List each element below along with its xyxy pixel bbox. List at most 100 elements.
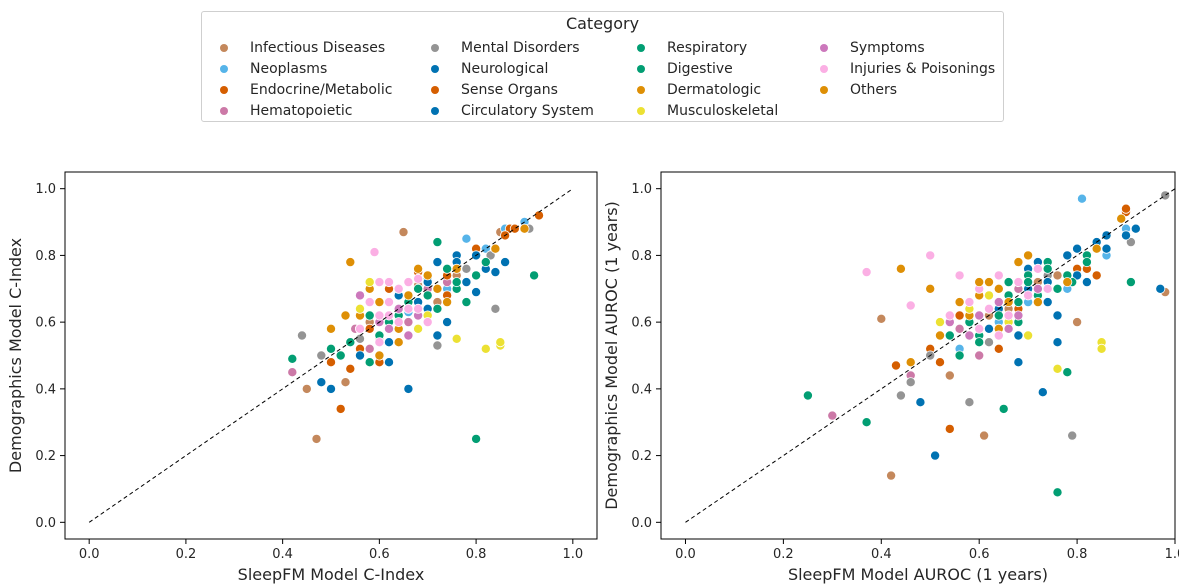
y-tick-label: 0.6 bbox=[35, 316, 56, 331]
data-point bbox=[993, 310, 1004, 321]
data-point bbox=[984, 303, 995, 314]
data-point bbox=[413, 273, 424, 284]
data-point bbox=[964, 397, 975, 408]
data-point bbox=[895, 263, 906, 274]
data-point bbox=[461, 233, 472, 244]
legend-marker bbox=[637, 44, 645, 52]
data-point bbox=[944, 310, 955, 321]
data-point bbox=[1013, 357, 1024, 368]
plot-frame bbox=[660, 171, 1176, 540]
x-tick-label: 0.2 bbox=[176, 547, 197, 562]
legend-label: Injuries & Poisonings bbox=[850, 61, 996, 77]
identity-line bbox=[88, 188, 574, 523]
legend-marker bbox=[820, 65, 828, 73]
data-point bbox=[471, 270, 482, 281]
legend-label: Neoplasms bbox=[250, 61, 328, 77]
data-point bbox=[1037, 387, 1048, 398]
data-point bbox=[1032, 283, 1043, 294]
data-point bbox=[393, 283, 404, 294]
data-point bbox=[1013, 297, 1024, 308]
data-point bbox=[383, 277, 394, 288]
data-point bbox=[519, 223, 530, 234]
data-point bbox=[340, 310, 351, 321]
legend-marker bbox=[431, 44, 439, 52]
legend-marker bbox=[637, 86, 645, 94]
scatter-points bbox=[287, 210, 545, 444]
data-point bbox=[311, 433, 322, 444]
data-point bbox=[1023, 277, 1034, 288]
data-point bbox=[529, 270, 540, 281]
data-point bbox=[316, 350, 327, 361]
data-point bbox=[1121, 230, 1132, 241]
legend-label: Endocrine/Metabolic bbox=[250, 82, 393, 98]
panel-left: 0.0 0.2 0.4 0.6 0.8 1.0 0.0 0.2 0.4 0.6 0.8 1.0 Slee… bbox=[6, 171, 598, 584]
data-point bbox=[422, 270, 433, 281]
data-point bbox=[935, 330, 946, 341]
data-point bbox=[432, 303, 443, 314]
data-point bbox=[413, 283, 424, 294]
data-point bbox=[451, 263, 462, 274]
data-point bbox=[480, 343, 491, 354]
data-point bbox=[861, 417, 872, 428]
data-point bbox=[495, 337, 506, 348]
data-point bbox=[432, 340, 443, 351]
data-point bbox=[1042, 263, 1053, 274]
data-point bbox=[374, 310, 385, 321]
data-point bbox=[998, 403, 1009, 414]
y-tick-label: 1.0 bbox=[631, 182, 652, 197]
data-point bbox=[935, 317, 946, 328]
legend-marker bbox=[637, 65, 645, 73]
data-point bbox=[1042, 297, 1053, 308]
data-point bbox=[432, 257, 443, 268]
data-point bbox=[490, 267, 501, 278]
data-point bbox=[1023, 250, 1034, 261]
data-point bbox=[1116, 213, 1127, 224]
data-point bbox=[1003, 310, 1014, 321]
data-point bbox=[413, 263, 424, 274]
data-point bbox=[432, 283, 443, 294]
data-point bbox=[1013, 257, 1024, 268]
data-point bbox=[1081, 257, 1092, 268]
data-point bbox=[827, 410, 838, 421]
data-point bbox=[979, 430, 990, 441]
data-point bbox=[993, 330, 1004, 341]
data-point bbox=[1052, 363, 1063, 374]
data-point bbox=[1091, 243, 1102, 254]
plot-frame bbox=[64, 171, 598, 540]
data-point bbox=[364, 343, 375, 354]
legend-title: Category bbox=[565, 14, 640, 33]
data-point bbox=[442, 317, 453, 328]
data-point bbox=[354, 290, 365, 301]
data-point bbox=[354, 303, 365, 314]
data-point bbox=[442, 263, 453, 274]
y-tick-label: 1.0 bbox=[35, 182, 56, 197]
data-point bbox=[1072, 317, 1083, 328]
y-tick-label: 0.8 bbox=[631, 249, 652, 264]
data-point bbox=[374, 337, 385, 348]
data-point bbox=[905, 357, 916, 368]
data-point bbox=[1003, 323, 1014, 334]
data-point bbox=[1101, 243, 1112, 254]
data-point bbox=[316, 377, 327, 388]
data-point bbox=[451, 333, 462, 344]
identity-line bbox=[685, 188, 1176, 523]
data-point bbox=[891, 360, 902, 371]
data-point bbox=[954, 297, 965, 308]
data-point bbox=[1062, 367, 1073, 378]
data-point bbox=[393, 303, 404, 314]
data-point bbox=[374, 277, 385, 288]
data-point bbox=[1052, 270, 1063, 281]
data-point bbox=[480, 243, 491, 254]
data-point bbox=[1042, 283, 1053, 294]
data-point bbox=[490, 243, 501, 254]
data-point bbox=[1013, 277, 1024, 288]
x-tick-label: 0.0 bbox=[675, 547, 696, 562]
data-point bbox=[354, 350, 365, 361]
data-point bbox=[915, 397, 926, 408]
x-tick-label: 0.4 bbox=[871, 547, 892, 562]
data-point bbox=[944, 370, 955, 381]
data-point bbox=[1091, 270, 1102, 281]
data-point bbox=[984, 337, 995, 348]
data-point bbox=[944, 330, 955, 341]
legend-label: Respiratory bbox=[667, 40, 748, 56]
